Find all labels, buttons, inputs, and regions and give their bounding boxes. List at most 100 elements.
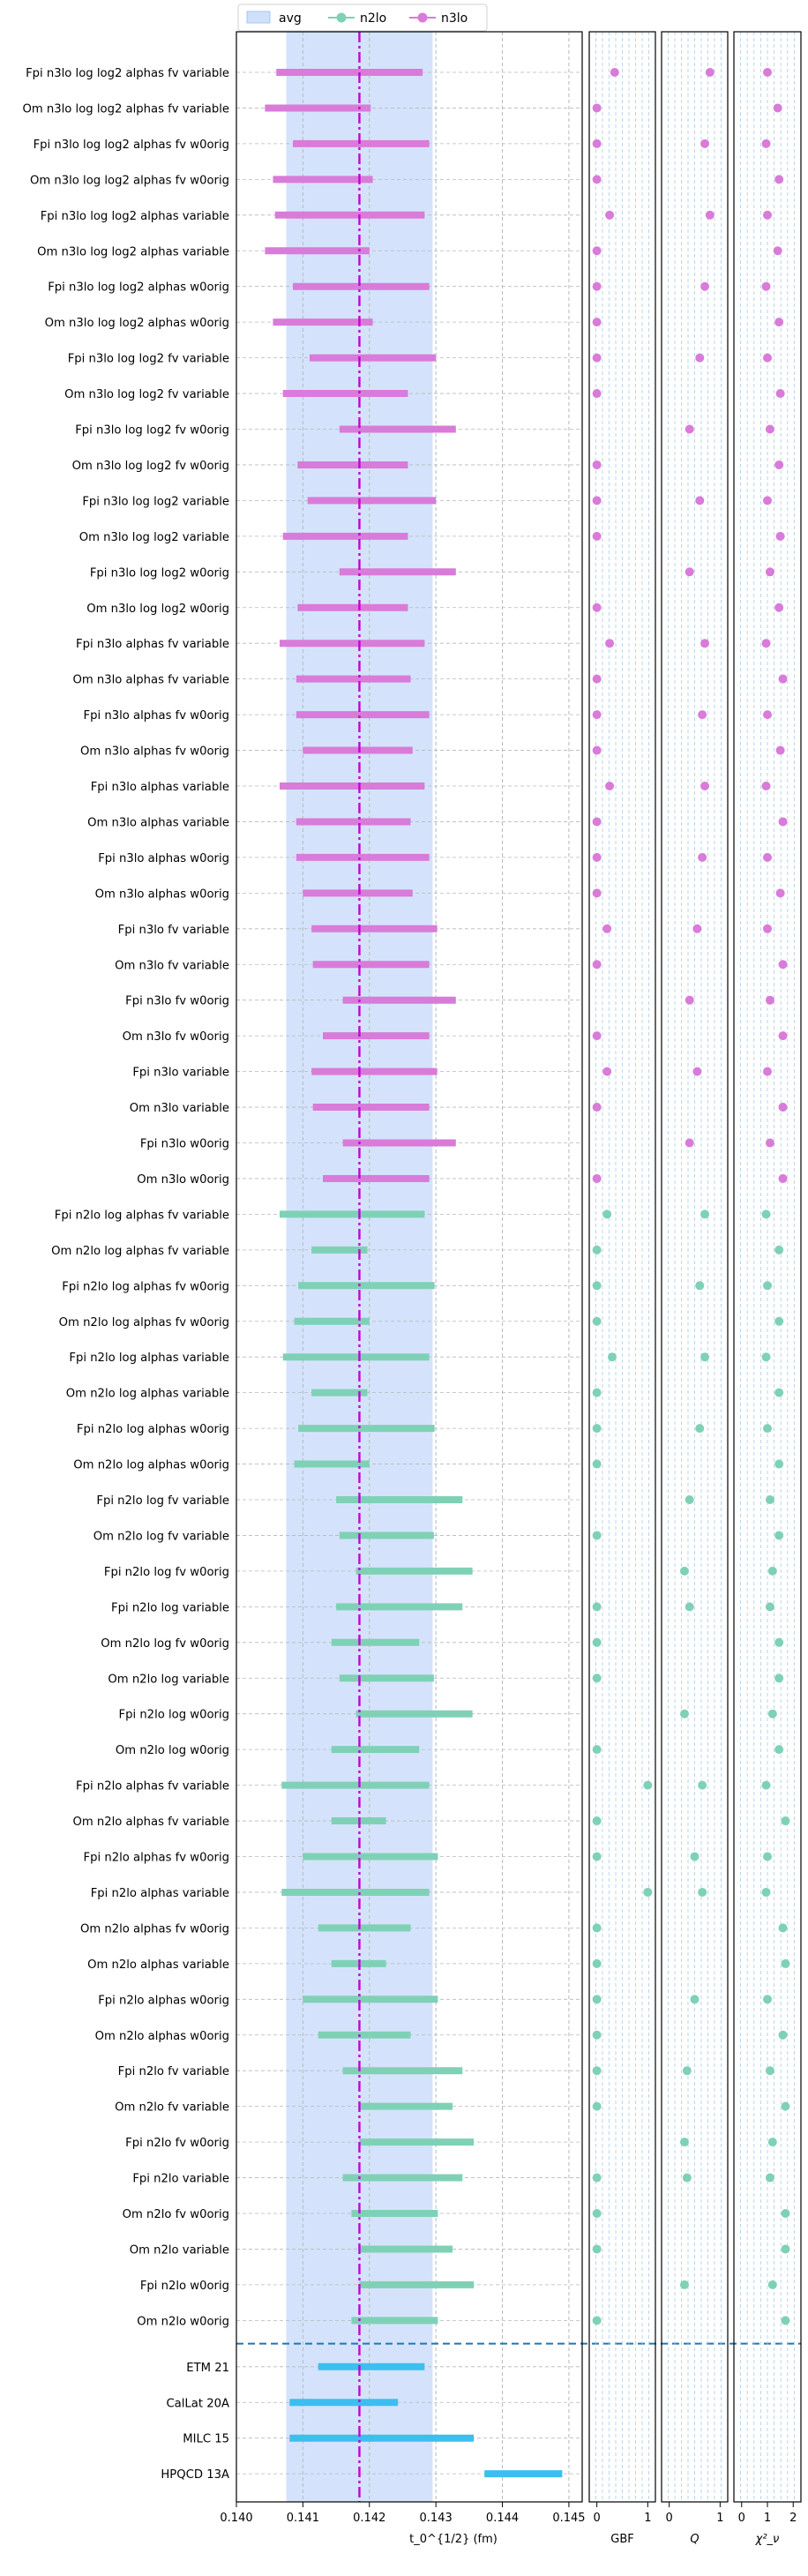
scatter-point: [592, 281, 602, 291]
scatter-point: [778, 817, 788, 827]
scatter-point: [774, 1316, 784, 1326]
scatter-point: [602, 924, 612, 933]
legend-label: avg: [279, 11, 302, 26]
scatter-point: [682, 2066, 692, 2076]
scatter-point: [592, 1031, 602, 1041]
x-tick-label: 1: [716, 2512, 723, 2525]
scatter-point: [774, 175, 784, 184]
scatter-point: [774, 1459, 784, 1469]
legend-box: [237, 4, 488, 32]
x-tick-label: 2: [789, 2512, 797, 2525]
main-panel: Fpi n3lo log log2 alphas fv variable Om n…: [22, 31, 801, 2546]
scatter-point: [761, 139, 771, 148]
scatter-point: [765, 424, 774, 434]
scatter-point: [761, 1209, 771, 1219]
row-label: Om n3lo log log2 alphas fv w0orig: [30, 174, 229, 187]
scatter-point: [774, 1674, 784, 1683]
scatter-point: [592, 1602, 602, 1612]
row-label: ETM 21: [186, 2362, 229, 2375]
scatter-point: [592, 1173, 602, 1183]
row-label: Fpi n3lo log log2 alphas w0orig: [48, 281, 229, 295]
scatter-point: [592, 1923, 602, 1933]
x-tick-label: 1: [644, 2512, 651, 2525]
scatter-point: [602, 1209, 612, 1219]
row-label: Om n3lo log log2 alphas fv variable: [22, 102, 229, 116]
scatter-point: [592, 1531, 602, 1540]
scatter-point: [592, 2209, 602, 2218]
scatter-point: [774, 1531, 784, 1540]
row-label: Om n2lo log fv w0orig: [101, 1637, 229, 1651]
row-label: Fpi n3lo w0orig: [140, 1138, 229, 1151]
x-tick-label: 0: [594, 2512, 601, 2525]
scatter-point: [778, 1173, 788, 1183]
row-label: Fpi n2lo log alphas variable: [69, 1352, 229, 1365]
scatter-point: [763, 924, 772, 933]
scatter-point: [592, 817, 602, 827]
scatter-point: [592, 1388, 602, 1397]
row-label: Om n3lo log log2 fv variable: [64, 388, 229, 401]
scatter-point: [685, 424, 694, 434]
scatter-point: [685, 1138, 694, 1148]
scatter-point: [602, 1067, 612, 1076]
row-label: Om n3lo log log2 alphas w0orig: [45, 317, 229, 330]
scatter-point: [774, 1745, 784, 1755]
scatter-point: [592, 1816, 602, 1826]
scatter-point: [778, 1103, 788, 1112]
scatter-point: [700, 1352, 710, 1362]
scatter-point: [778, 1923, 788, 1933]
scatter-point: [767, 2280, 777, 2289]
scatter-point: [765, 2066, 774, 2076]
row-label: Om n2lo log alphas fv variable: [51, 1245, 229, 1258]
scatter-point: [774, 603, 784, 612]
row-label: Fpi n2lo fv w0orig: [125, 2137, 229, 2150]
row-label: Om n3lo alphas fv variable: [72, 674, 229, 687]
scatter-point: [692, 924, 702, 933]
scatter-point: [778, 960, 788, 970]
row-label: Fpi n3lo log log2 alphas variable: [41, 210, 229, 223]
scatter-point: [775, 389, 785, 399]
scatter-point: [761, 281, 771, 291]
scatter-point: [767, 1709, 777, 1719]
scatter-point: [705, 210, 714, 220]
scatter-point: [605, 639, 615, 648]
scatter-point: [767, 2138, 777, 2147]
scatter-point: [592, 2066, 602, 2076]
scatter-point: [763, 1067, 772, 1076]
panel-axis-label: χ²_ν: [755, 2533, 780, 2546]
row-label: Om n3lo fv variable: [115, 959, 229, 972]
row-label: Om n3lo log log2 fv w0orig: [72, 460, 229, 473]
scatter-point: [679, 1566, 689, 1576]
scatter-point: [763, 496, 772, 505]
scatter-point: [698, 1780, 707, 1790]
scatter-point: [592, 496, 602, 505]
scatter-point: [774, 1245, 784, 1254]
scatter-point: [698, 852, 707, 862]
scatter-point: [592, 318, 602, 327]
x-axis-label: t_0^{1/2} (fm): [409, 2533, 498, 2546]
row-label: Om n3lo log log2 w0orig: [86, 603, 229, 616]
scatter-point: [592, 246, 602, 256]
scatter-point: [690, 1995, 700, 2004]
scatter-point: [607, 1352, 617, 1362]
scatter-point: [692, 1067, 702, 1076]
row-label: Fpi n2lo alphas variable: [91, 1887, 229, 1900]
scatter-point: [592, 531, 602, 541]
scatter-point: [685, 567, 694, 577]
main-frame: [236, 31, 583, 2503]
scatter-point: [592, 1459, 602, 1469]
scatter-point: [679, 2280, 689, 2289]
legend-entry-n3lo: n3lo: [409, 11, 468, 26]
row-label: Fpi n2lo log variable: [111, 1601, 229, 1614]
row-label: Om n3lo alphas fv w0orig: [80, 745, 229, 759]
scatter-point: [774, 318, 784, 327]
row-label: Fpi n2lo w0orig: [140, 2280, 229, 2293]
row-label: Fpi n2lo log fv w0orig: [104, 1566, 229, 1579]
scatter-point: [592, 2101, 602, 2111]
scatter-point: [690, 1852, 700, 1861]
scatter-point: [781, 1816, 790, 1826]
row-label: Fpi n3lo alphas w0orig: [98, 852, 229, 865]
row-label: Fpi n2lo alphas fv w0orig: [84, 1852, 229, 1865]
row-label: Om n3lo fv w0orig: [123, 1030, 229, 1044]
q-panel: 0 1 Q: [661, 31, 729, 2546]
